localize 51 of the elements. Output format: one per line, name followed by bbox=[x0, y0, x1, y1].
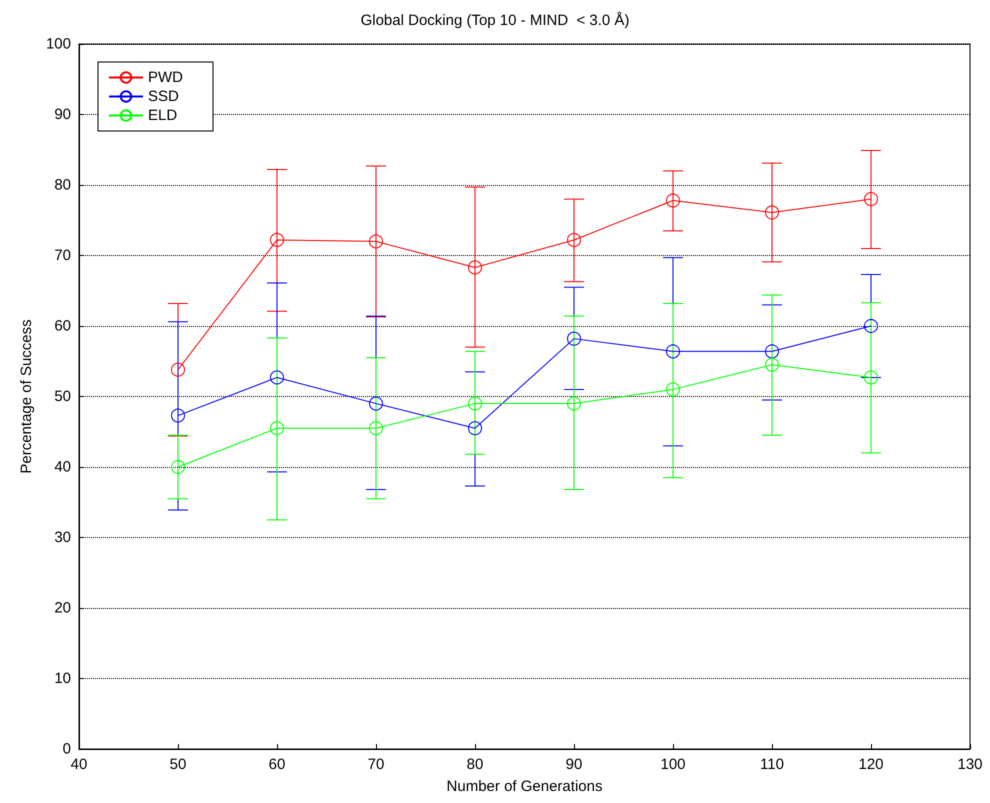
point bbox=[468, 260, 482, 274]
point bbox=[567, 232, 581, 247]
point bbox=[666, 194, 680, 208]
x-tick-label: 120 bbox=[858, 756, 884, 773]
point bbox=[666, 382, 680, 396]
point bbox=[468, 396, 482, 411]
y-axis-title: Percentage of Success bbox=[18, 319, 35, 474]
point bbox=[765, 358, 779, 372]
point bbox=[270, 370, 284, 384]
point bbox=[864, 370, 878, 384]
x-tick-label: 130 bbox=[957, 756, 983, 773]
point bbox=[171, 460, 185, 474]
point bbox=[369, 234, 383, 248]
x-tick-label: 90 bbox=[566, 756, 582, 773]
y-tick-label: 100 bbox=[46, 36, 71, 52]
x-tick-label: 110 bbox=[760, 756, 784, 773]
x-tick-label: 70 bbox=[368, 756, 384, 773]
point bbox=[567, 332, 581, 346]
point bbox=[864, 192, 878, 206]
y-tick-label: 80 bbox=[54, 176, 71, 194]
y-tick-label: 0 bbox=[62, 740, 71, 758]
point bbox=[369, 421, 383, 436]
x-tick-label: 100 bbox=[660, 756, 686, 773]
point bbox=[567, 396, 581, 411]
legend-label: ELD bbox=[148, 107, 178, 124]
y-tick-label: 70 bbox=[54, 247, 71, 264]
y-tick-label: 10 bbox=[54, 670, 71, 687]
y-tick-label: 90 bbox=[54, 106, 71, 123]
x-tick-label: 80 bbox=[466, 756, 484, 773]
point bbox=[171, 408, 185, 423]
y-tick-label: 30 bbox=[54, 529, 71, 546]
legend-label: PWD bbox=[148, 69, 184, 86]
point bbox=[666, 344, 680, 358]
point bbox=[864, 319, 878, 333]
y-tick-label: 40 bbox=[54, 458, 71, 476]
y-tick-label: 50 bbox=[54, 388, 71, 405]
chart-title: Global Docking (Top 10 - MIND < 3.0 Å) bbox=[360, 11, 630, 29]
x-tick-label: 40 bbox=[70, 756, 88, 773]
x-tick-label: 60 bbox=[268, 756, 286, 773]
point bbox=[765, 206, 779, 220]
point bbox=[270, 421, 284, 436]
legend-label: SSD bbox=[148, 88, 180, 105]
y-tick-label: 60 bbox=[54, 318, 71, 334]
x-axis-title: Number of Generations bbox=[446, 778, 602, 795]
point bbox=[171, 362, 185, 377]
point bbox=[369, 396, 383, 411]
point bbox=[468, 421, 482, 436]
x-tick-label: 50 bbox=[170, 756, 186, 773]
y-tick-label: 20 bbox=[54, 600, 71, 616]
point bbox=[765, 344, 779, 358]
point bbox=[270, 232, 284, 247]
